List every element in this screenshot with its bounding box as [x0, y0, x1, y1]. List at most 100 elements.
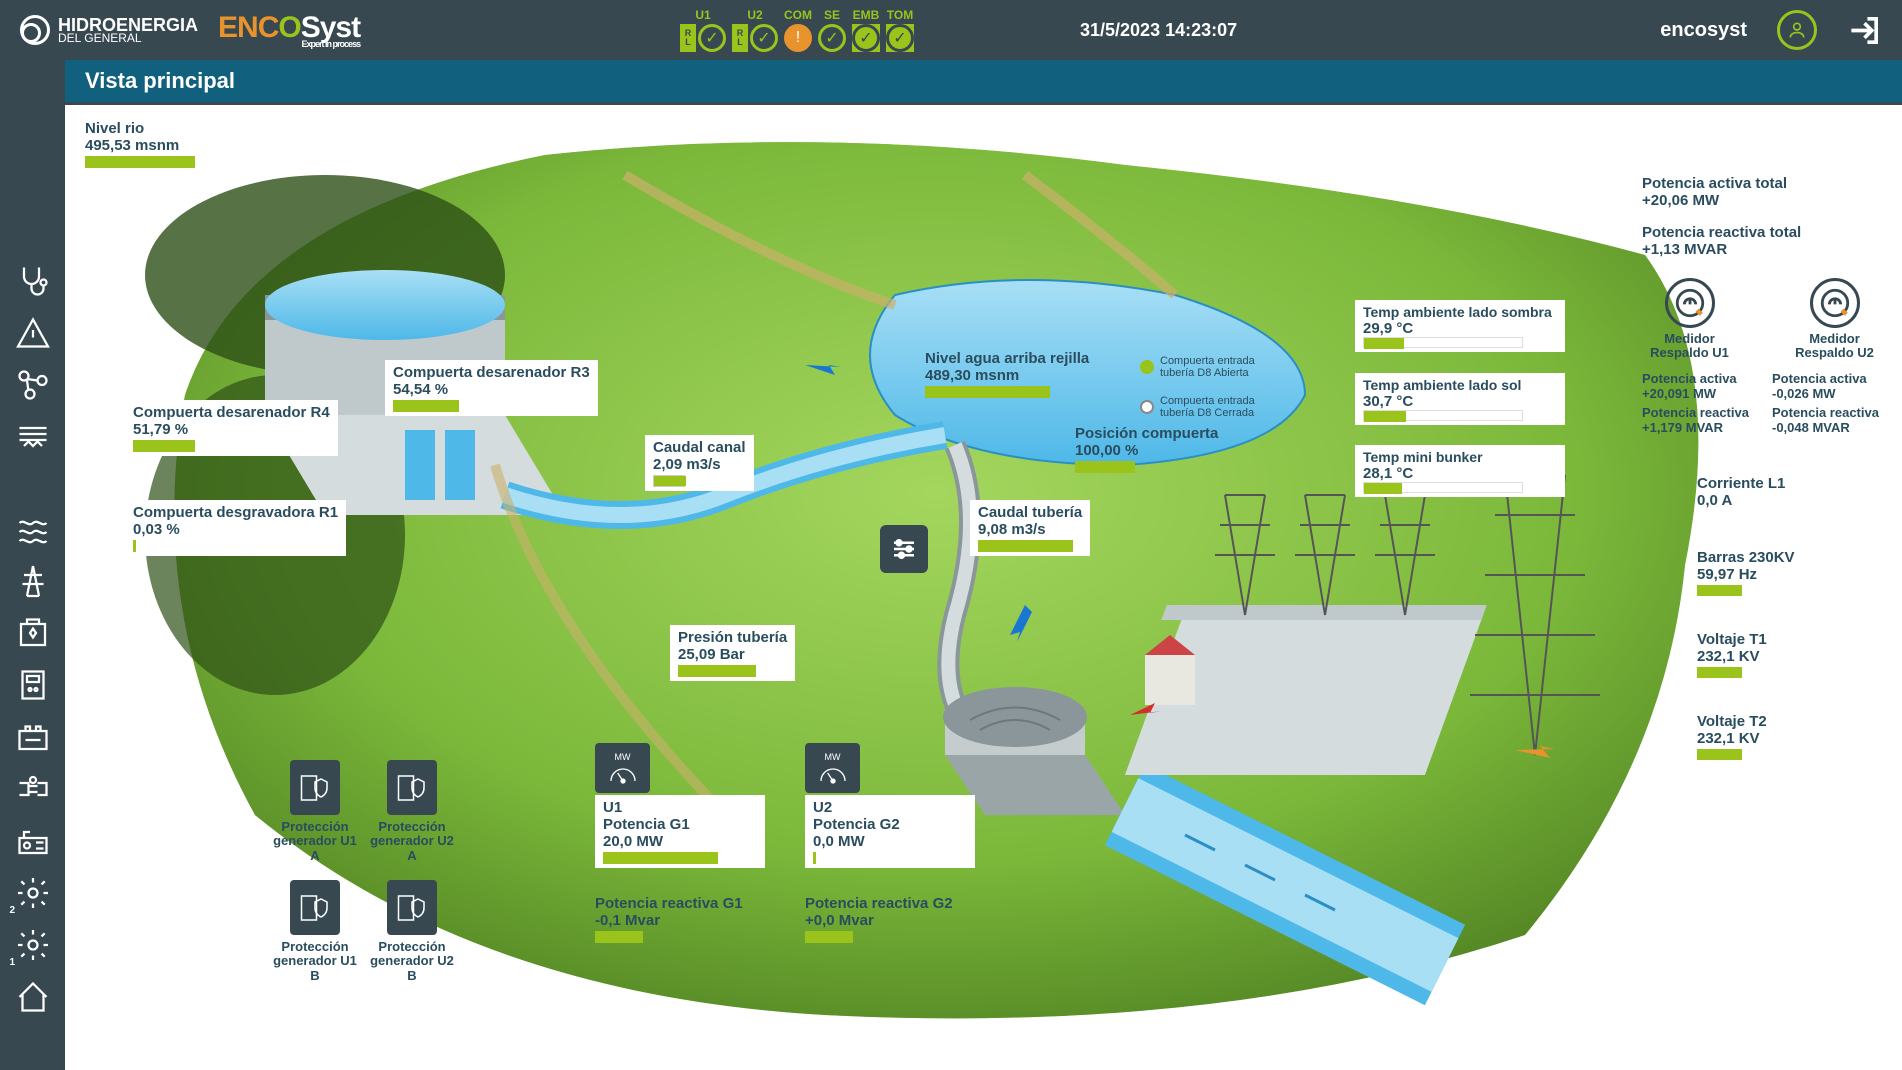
- sidebar-panel[interactable]: [12, 664, 54, 706]
- nivel-agua-rejilla: Nivel agua arriba rejilla 489,30 msnm: [925, 350, 1089, 398]
- status-rl-icon: RL: [732, 24, 748, 52]
- voltaje-t2: Voltaje T2 232,1 KV: [1697, 713, 1882, 760]
- legend-closed: Compuerta entrada tubería D8 Cerrada: [1140, 395, 1270, 419]
- sidebar-alerts[interactable]: [12, 312, 54, 354]
- check-icon: ✓: [886, 24, 914, 52]
- meter-u2-values: Potencia activa -0,026 MW Potencia react…: [1772, 371, 1882, 435]
- dam-icon: [15, 419, 51, 455]
- meter-u2-button[interactable]: [1810, 278, 1860, 328]
- user-icon: [1787, 20, 1807, 40]
- sidebar-settings-1[interactable]: 1: [12, 924, 54, 966]
- shield-icon: [297, 890, 333, 926]
- status-emb: EMB ✓: [852, 8, 880, 52]
- sidebar-network[interactable]: [12, 364, 54, 406]
- datetime: 31/5/2023 14:23:07: [1080, 20, 1237, 41]
- u1-block: U1 Potencia G1 20,0 MW: [595, 795, 765, 868]
- main-view: Nivel rio 495,53 msnm Compuerta desarena…: [65, 105, 1902, 1070]
- u2-gauge-button[interactable]: MW: [805, 743, 860, 793]
- potencia-reactiva-total: Potencia reactiva total +1,13 MVAR: [1642, 224, 1882, 258]
- warning-icon: !: [784, 24, 812, 52]
- temp-sombra: Temp ambiente lado sombra 29,9 °C: [1355, 300, 1565, 352]
- pipe-controls-button[interactable]: [880, 525, 928, 573]
- header: HIDROENERGIA DEL GENERAL ENCOSyst Expert…: [0, 0, 1902, 60]
- temp-bunker: Temp mini bunker 28,1 °C: [1355, 445, 1565, 497]
- caudal-canal: Caudal canal 2,09 m3/s: [645, 435, 754, 491]
- gear-icon: [15, 927, 51, 963]
- warning-triangle-icon: [15, 315, 51, 351]
- home-icon: [15, 979, 51, 1015]
- nivel-rio: Nivel rio 495,53 msnm: [85, 120, 195, 168]
- sidebar-battery[interactable]: [12, 716, 54, 758]
- status-com: COM !: [784, 8, 812, 52]
- compuerta-r3: Compuerta desarenador R3 54,54 %: [385, 360, 598, 416]
- shield-icon: [394, 770, 430, 806]
- status-tom: TOM ✓: [886, 8, 914, 52]
- barras-230kv: Barras 230KV 59,97 Hz: [1697, 549, 1882, 596]
- sidebar-waves[interactable]: [12, 508, 54, 550]
- sidebar-tower[interactable]: [12, 560, 54, 602]
- right-panel: Potencia activa total +20,06 MW Potencia…: [1642, 175, 1882, 775]
- sidebar-home[interactable]: [12, 976, 54, 1018]
- logout-button[interactable]: [1847, 13, 1882, 48]
- sliders-icon: [889, 534, 919, 564]
- status-indicators: U1 RL ✓ U2 RL ✓ COM ! SE ✓ EMB ✓ TOM: [680, 8, 914, 52]
- protection-u1a-label: Protección generador U1 A: [270, 820, 360, 863]
- protection-u1b-label: Protección generador U1 B: [270, 940, 360, 983]
- protection-u2b-button[interactable]: [387, 880, 437, 935]
- u2-block: U2 Potencia G2 0,0 MW: [805, 795, 975, 868]
- presion-tuberia: Presión tubería 25,09 Bar: [670, 625, 795, 681]
- legend-dot-closed-icon: [1140, 400, 1154, 414]
- meter-icon: [1673, 286, 1707, 320]
- network-icon: [15, 367, 51, 403]
- check-icon: ✓: [852, 24, 880, 52]
- meter-u1-values: Potencia activa +20,091 MW Potencia reac…: [1642, 371, 1752, 435]
- sidebar-diagnostics[interactable]: [12, 260, 54, 302]
- protection-u2a-button[interactable]: [387, 760, 437, 815]
- check-icon: ✓: [698, 24, 726, 52]
- status-se: SE ✓: [818, 8, 846, 52]
- status-u1: U1 RL ✓: [680, 8, 726, 52]
- compuerta-r1: Compuerta desgravadora R1 0,03 %: [125, 500, 346, 556]
- battery-icon: [15, 719, 51, 755]
- username: encosyst: [1660, 19, 1747, 42]
- transformer-icon: [15, 615, 51, 651]
- compuerta-r4: Compuerta desarenador R4 51,79 %: [125, 400, 338, 456]
- corriente-l1: Corriente L1 0,0 A: [1697, 475, 1882, 509]
- meter-icon: [1818, 286, 1852, 320]
- stethoscope-icon: [15, 263, 51, 299]
- pipes-icon: [15, 771, 51, 807]
- sidebar: 2 1: [0, 60, 65, 1070]
- generator-icon: [15, 823, 51, 859]
- shield-icon: [394, 890, 430, 926]
- user-profile-button[interactable]: [1777, 10, 1817, 50]
- page-title: Vista principal: [0, 60, 1902, 105]
- logout-icon: [1847, 13, 1882, 48]
- shield-icon: [297, 770, 333, 806]
- panel-icon: [15, 667, 51, 703]
- sidebar-dam[interactable]: [12, 416, 54, 458]
- protection-u1a-button[interactable]: [290, 760, 340, 815]
- gauge-icon: [607, 762, 639, 784]
- protection-u2b-label: Protección generador U2 B: [367, 940, 457, 983]
- sidebar-pipes[interactable]: [12, 768, 54, 810]
- gauge-icon: [817, 762, 849, 784]
- gear-icon: [15, 875, 51, 911]
- sidebar-transformer[interactable]: [12, 612, 54, 654]
- u1-gauge-button[interactable]: MW: [595, 743, 650, 793]
- legend-open: Compuerta entrada tubería D8 Abierta: [1140, 355, 1270, 379]
- caudal-tuberia: Caudal tubería 9,08 m3/s: [970, 500, 1090, 556]
- check-icon: ✓: [750, 24, 778, 52]
- temp-sol: Temp ambiente lado sol 30,7 °C: [1355, 373, 1565, 425]
- protection-u1b-button[interactable]: [290, 880, 340, 935]
- sidebar-settings-2[interactable]: 2: [12, 872, 54, 914]
- posicion-compuerta: Posición compuerta 100,00 %: [1075, 425, 1218, 473]
- check-icon: ✓: [818, 24, 846, 52]
- voltaje-t1: Voltaje T1 232,1 KV: [1697, 631, 1882, 678]
- potencia-activa-total: Potencia activa total +20,06 MW: [1642, 175, 1882, 209]
- waves-icon: [15, 511, 51, 547]
- meter-u1-button[interactable]: [1665, 278, 1715, 328]
- status-rl-icon: RL: [680, 24, 696, 52]
- logo-encosyst: ENCOSyst Expert in process: [218, 11, 360, 49]
- sidebar-generator[interactable]: [12, 820, 54, 862]
- logo-hidroenergia: HIDROENERGIA DEL GENERAL: [20, 15, 198, 45]
